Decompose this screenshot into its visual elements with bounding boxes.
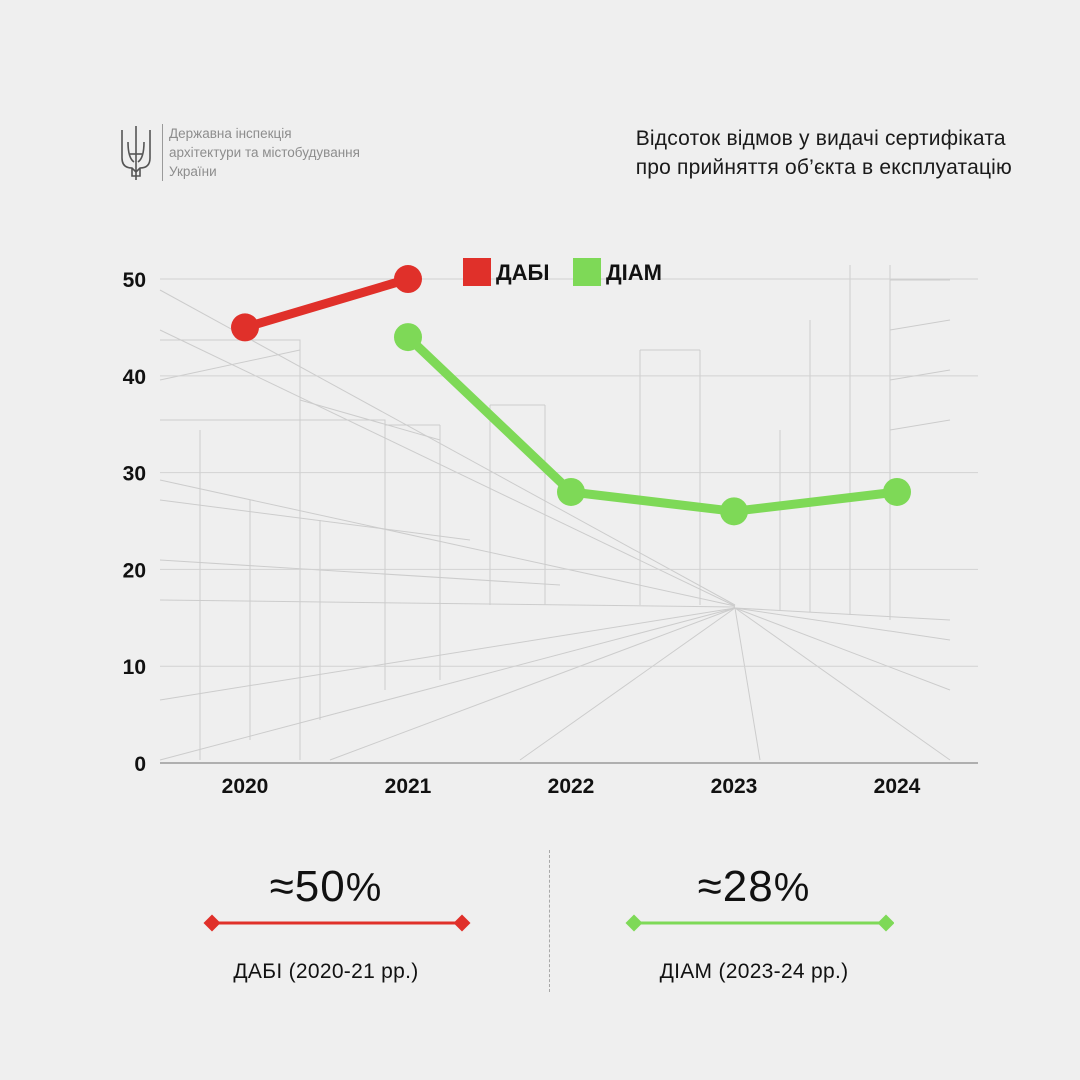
data-point — [720, 497, 748, 526]
y-tick-label: 50 — [123, 269, 146, 292]
y-tick-label: 10 — [123, 656, 146, 679]
x-tick-label: 2024 — [874, 775, 921, 798]
diamond-marker-right — [453, 914, 471, 932]
chart-title: Відсоток відмов у видачі сертифіката про… — [636, 124, 1012, 182]
background-city-sketch — [159, 265, 951, 761]
chart-axes: 0 10 20 30 40 50 2020 2021 2022 2023 2024 — [123, 269, 978, 798]
header: Державна інспекція архітектури та містоб… — [118, 124, 360, 182]
x-tick-label: 2022 — [548, 775, 595, 798]
legend-label: ДІАМ — [606, 260, 662, 285]
data-point — [394, 323, 422, 352]
stat-dabi-caption: ДАБІ (2020-21 рр.) — [233, 960, 419, 983]
diamond-marker-left — [203, 914, 221, 932]
x-tick-label: 2020 — [222, 775, 269, 798]
x-tick-label: 2021 — [385, 775, 432, 798]
stat-diam-rule — [625, 914, 894, 932]
legend-label: ДАБІ — [496, 260, 550, 285]
stat-dabi-rule — [203, 914, 471, 932]
stat-diam-number: ≈28 — [697, 862, 774, 911]
chart-series-layer — [231, 265, 911, 526]
stat-dabi: ≈50% ДАБІ (2020-21 рр.) — [176, 862, 476, 984]
y-tick-label: 40 — [123, 366, 146, 389]
legend-swatch — [573, 258, 601, 286]
stat-diam-unit: % — [773, 866, 811, 910]
legend-swatch — [463, 258, 491, 286]
stat-dabi-unit: % — [345, 866, 383, 910]
org-line-1: Державна інспекція — [169, 126, 292, 141]
y-tick-label: 20 — [123, 559, 146, 582]
diamond-marker-left — [625, 914, 643, 932]
chart-grid — [160, 278, 978, 667]
stat-diam: ≈28% ДІАМ (2023-24 рр.) — [604, 862, 904, 984]
diamond-marker-right — [877, 914, 894, 932]
y-tick-label: 0 — [134, 753, 146, 776]
data-point — [231, 313, 259, 342]
org-line-2: архітектури та містобудування — [169, 145, 360, 160]
stats-divider — [549, 850, 550, 992]
data-point — [557, 477, 585, 506]
stat-dabi-number: ≈50 — [269, 862, 346, 911]
line-chart: 0 10 20 30 40 50 2020 2021 2022 2023 2024 ДАБІ ДІАМ — [123, 258, 978, 798]
trident-icon — [121, 126, 151, 180]
data-point — [394, 265, 422, 294]
stat-diam-caption: ДІАМ (2023-24 рр.) — [659, 960, 849, 983]
org-line-3: України — [169, 164, 217, 179]
data-point — [883, 477, 911, 506]
x-tick-label: 2023 — [711, 775, 758, 798]
series-line — [240, 274, 413, 332]
stat-diam-value: ≈28% — [604, 862, 904, 912]
chart-legend: ДАБІ ДІАМ — [463, 258, 662, 286]
chart-title-line-1: Відсоток відмов у видачі сертифіката — [635, 127, 1006, 150]
chart-title-line-2: про прийняття об’єкта в експлуатацію — [635, 156, 1012, 179]
y-tick-label: 30 — [123, 463, 146, 486]
organization-name: Державна інспекція архітектури та містоб… — [162, 124, 360, 181]
series-line — [403, 332, 902, 516]
stat-dabi-value: ≈50% — [176, 862, 476, 912]
